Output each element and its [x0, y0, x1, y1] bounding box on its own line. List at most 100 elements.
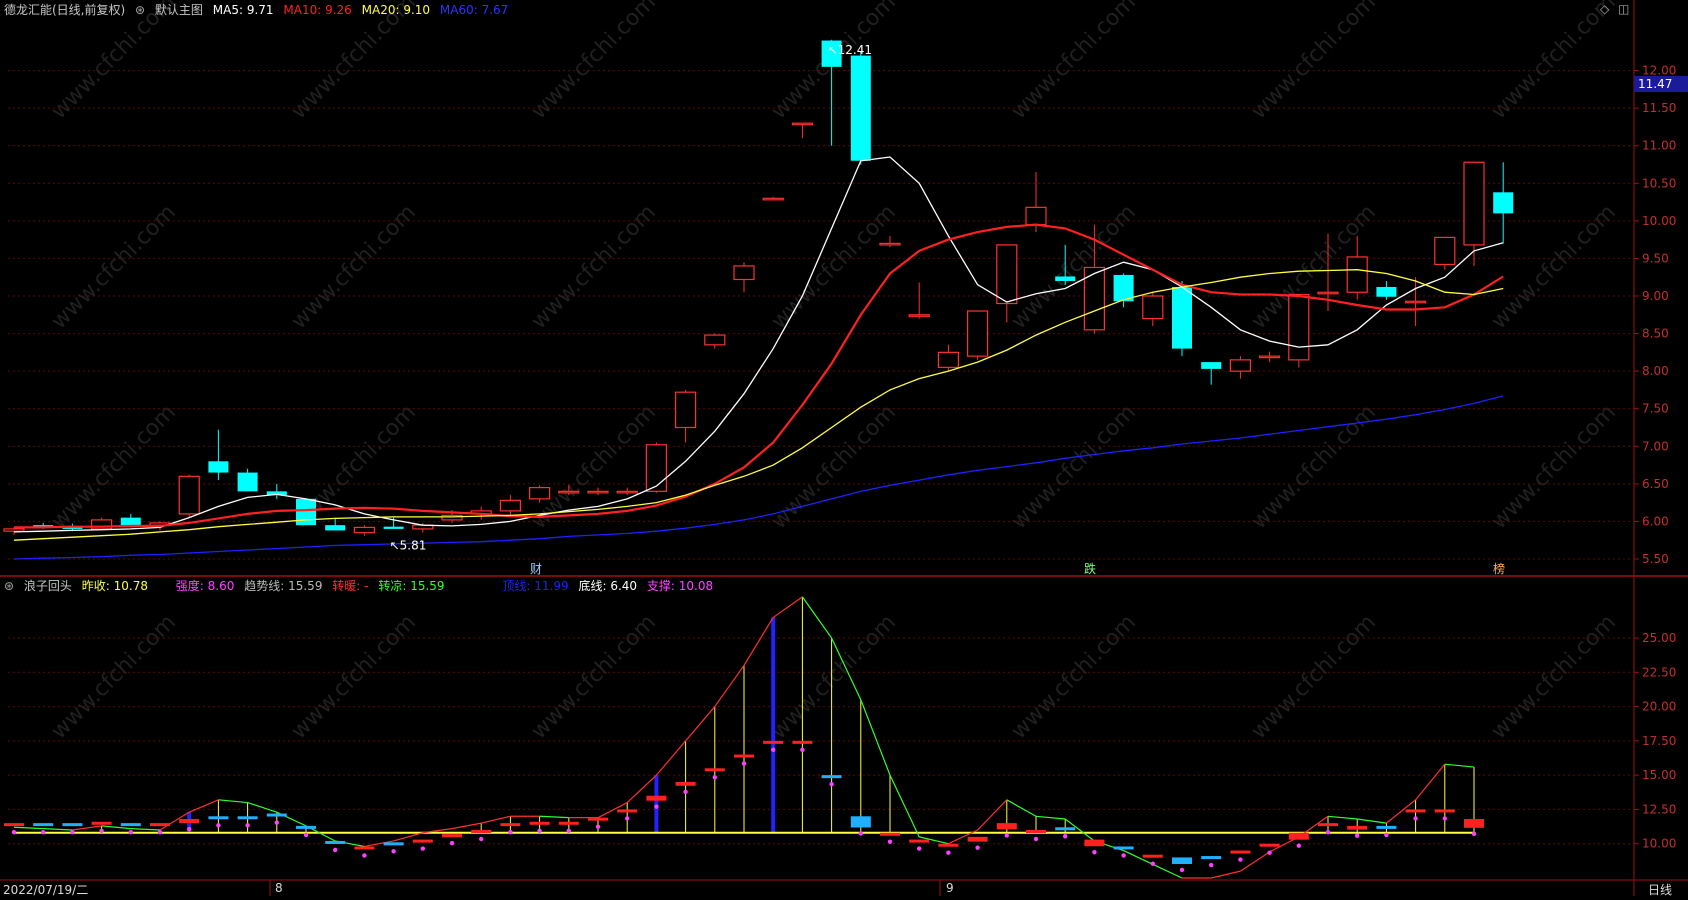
watermark-text: www.cfchi.com: [1247, 610, 1381, 744]
bottom-block: [1230, 850, 1251, 854]
support-dot: [1150, 861, 1156, 866]
trend-segment: [539, 815, 569, 819]
template-toggle-icon[interactable]: ⊛: [135, 3, 146, 17]
bottom-block: [792, 740, 813, 744]
trend-legend: 趋势线: 15.59: [244, 579, 323, 593]
trend-segment: [889, 774, 920, 838]
candle-body-up: [704, 334, 726, 346]
trend-segment: [43, 828, 73, 831]
candle-body-down: [821, 40, 842, 67]
candle-body-down: [1493, 192, 1514, 214]
event-tag-list[interactable]: 榜: [1493, 562, 1506, 576]
bottom-block: [1464, 819, 1484, 828]
support-dot: [420, 846, 425, 851]
bottom-block: [1259, 843, 1280, 847]
support-dot: [800, 747, 805, 753]
watermark-text: www.cfchi.com: [47, 0, 181, 124]
candle-body-up: [528, 486, 551, 500]
window-icon[interactable]: ◫: [1618, 2, 1630, 16]
support-dot: [1355, 833, 1360, 838]
support-dot: [274, 820, 279, 825]
top-bar: [654, 775, 659, 833]
support-dot: [187, 826, 192, 832]
support-legend: 支撑: 10.08: [646, 579, 714, 593]
candle-body-up: [353, 526, 375, 534]
bottom-block: [237, 816, 258, 820]
candle-body-up: [90, 519, 113, 530]
watermark-text: www.cfchi.com: [1007, 610, 1141, 744]
main-y-tick-label: 11.50: [1642, 101, 1676, 115]
bottom-block: [383, 842, 404, 846]
strength-legend: 强度: 8.60: [175, 579, 235, 593]
bottom-block: [1288, 832, 1309, 840]
trend-segment: [831, 637, 862, 700]
support-dot: [157, 829, 163, 835]
support-dot: [479, 836, 484, 842]
support-dot: [41, 829, 46, 835]
stock-name[interactable]: 德龙汇能(日线,前复权): [4, 3, 126, 17]
trend-segment: [597, 802, 628, 819]
bottom-block: [1434, 809, 1455, 813]
support-dot: [858, 831, 863, 836]
trend-segment: [1386, 799, 1416, 824]
trend-segment: [1006, 799, 1037, 817]
support-dot: [128, 829, 133, 835]
main-y-tick-label: 9.50: [1642, 251, 1669, 265]
candle-body-up: [587, 490, 609, 494]
bottom-block: [850, 816, 871, 828]
diamond-icon[interactable]: ◇: [1600, 2, 1610, 16]
support-dot: [1092, 850, 1097, 855]
candle-body-down: [850, 55, 871, 161]
bottom-line-legend: 底线: 6.40: [578, 579, 638, 593]
bottom-block: [412, 839, 433, 843]
template-name[interactable]: 默认主图: [154, 3, 203, 17]
ma10-legend: MA10: 9.26: [283, 3, 352, 17]
period-selector[interactable]: 日线: [1648, 883, 1673, 897]
bottom-block: [763, 740, 784, 744]
trend-segment: [451, 822, 482, 830]
trend-segment: [1240, 851, 1270, 872]
candle-body-up: [1142, 295, 1164, 320]
sub-y-tick-label: 15.00: [1642, 768, 1676, 782]
bottom-block: [325, 840, 346, 844]
prev-close-legend: 昨收: 10.78: [81, 579, 148, 593]
indicator-name[interactable]: 浪子回头: [23, 579, 72, 593]
support-dot: [362, 853, 367, 858]
event-tag-finance[interactable]: 财: [530, 562, 543, 576]
main-chart-header: 德龙汇能(日线,前复权) ⊛ 默认主图 MA5: 9.71 MA10: 9.26…: [4, 1, 514, 18]
trend-segment: [948, 829, 978, 845]
footer-month-8: 8: [275, 881, 283, 895]
cool-legend: 转凉: 15.59: [378, 579, 445, 593]
sub-y-tick-label: 17.50: [1642, 734, 1676, 748]
support-dot: [216, 823, 221, 828]
sub-y-tick-label: 22.50: [1642, 665, 1676, 679]
main-y-tick-label: 7.50: [1642, 402, 1669, 416]
trend-segment: [188, 799, 219, 813]
trend-segment: [393, 832, 423, 842]
support-dot: [1004, 833, 1009, 838]
candle-body-up: [1288, 293, 1310, 361]
watermark-text: www.cfchi.com: [47, 400, 181, 534]
bottom-block: [1055, 827, 1076, 831]
trend-segment: [655, 740, 687, 776]
watermark-text: www.cfchi.com: [527, 200, 661, 334]
candle-body-down: [325, 525, 346, 531]
footer-date: 2022/07/19/二: [3, 883, 89, 897]
candle-body-down: [1055, 276, 1076, 281]
warm-legend: 转暖: -: [332, 579, 369, 593]
trend-segment: [860, 699, 891, 776]
support-dot: [11, 829, 17, 835]
bottom-block: [617, 809, 638, 813]
event-tag-drop[interactable]: 跌: [1084, 562, 1097, 576]
trend-segment: [743, 617, 774, 666]
candle-body-up: [1317, 291, 1339, 295]
main-y-tick-label: 9.00: [1642, 289, 1669, 303]
indicator-toggle-icon[interactable]: ⊛: [4, 579, 15, 593]
bottom-block: [62, 823, 83, 827]
candle-body-up: [1463, 161, 1485, 246]
main-y-tick-label: 11.00: [1642, 139, 1676, 153]
watermark-text: www.cfchi.com: [287, 200, 421, 334]
support-dot: [887, 839, 893, 844]
support-dot: [1238, 857, 1243, 862]
